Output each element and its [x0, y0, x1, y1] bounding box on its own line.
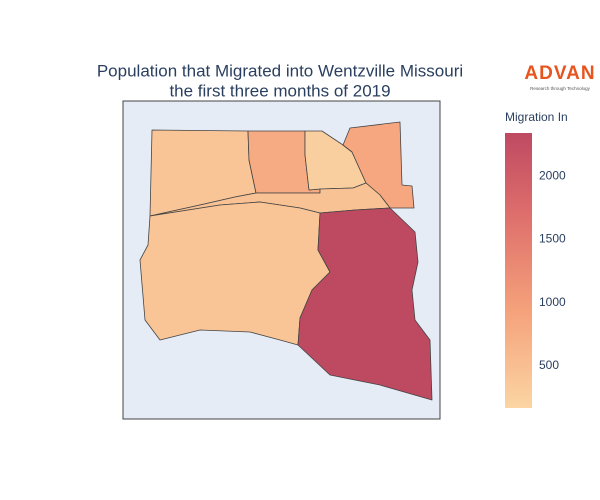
title-line: the first three months of 2019 — [169, 81, 390, 100]
logo-tagline: Research through Technology — [530, 86, 590, 91]
regions — [139, 121, 433, 401]
colorbar-title: Migration In — [505, 110, 568, 124]
colorbar-tick-label: 1500 — [539, 232, 566, 246]
colorbar-tick-label: 500 — [539, 358, 559, 372]
colorbar-tick-label: 2000 — [539, 168, 566, 182]
title-line: Population that Migrated into Wentzville… — [97, 61, 463, 80]
region — [297, 207, 433, 401]
colorbar-ticks: 500 1000 1500 2000 — [539, 168, 566, 372]
region — [342, 121, 415, 209]
colorbar — [505, 133, 532, 408]
logo-name: ADVAN — [524, 63, 595, 84]
colorbar-tick-label: 1000 — [539, 295, 566, 309]
